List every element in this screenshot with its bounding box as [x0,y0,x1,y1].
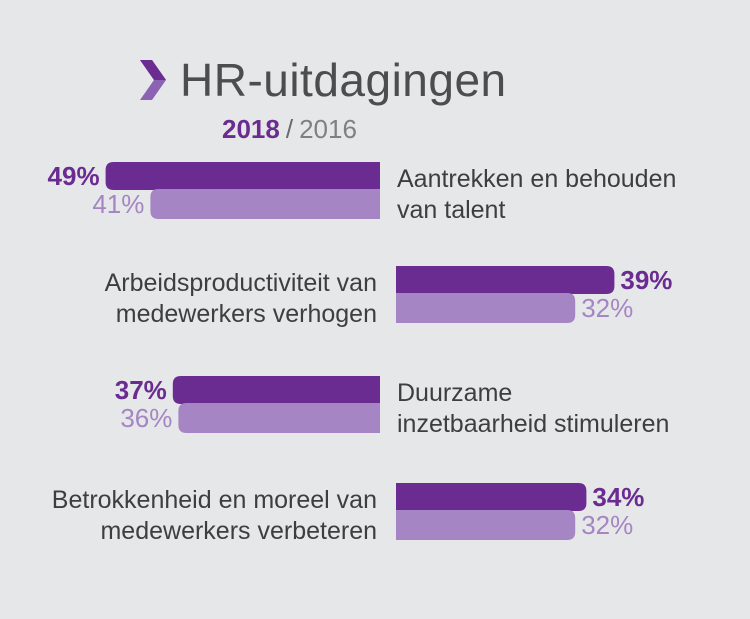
category-label-line: medewerkers verhogen [115,300,377,328]
category-label: Betrokkenheid en moreel van medewerkers v… [52,485,377,547]
category-label: Arbeidsproductiviteit van medewerkers ver… [105,268,377,330]
legend-year-2016: 2016 [299,114,357,144]
category-label-line: van talent [397,196,506,224]
category-label-line: Duurzame [397,379,513,407]
bar-2016 [178,403,380,433]
bar-2016 [396,293,576,323]
bar-2016 [396,510,576,540]
category-label-line: Betrokkenheid en moreel van [51,486,377,514]
bar-2018 [172,376,380,404]
data-label-2018: 49% [48,161,100,191]
legend-year-2018: 2018 [222,114,280,144]
chevron-icon [140,59,166,100]
data-label-2016: 32% [581,510,633,540]
bar-2018 [396,266,615,294]
chart-title: HR-uitdagingen [180,53,507,106]
legend-separator: / [285,114,294,144]
data-label-2018: 37% [115,375,167,405]
chart-header: HR-uitdagingen [140,26,507,134]
data-label-2018: 39% [620,265,672,295]
data-label-2016: 36% [120,403,172,433]
category-label-line: Aantrekken en behouden [397,165,677,193]
category-label: Aantrekken en behouden van talent [397,164,676,226]
bar-2018 [396,483,587,511]
data-label-2018: 34% [592,482,644,512]
bar-2018 [105,162,380,190]
bar-group: 39%32% [396,265,672,323]
bar-group: 49%41% [48,161,380,219]
bar-2016 [150,189,380,219]
bar-group: 34%32% [396,482,644,540]
category-label-line: inzetbaarheid stimuleren [397,410,670,438]
data-label-2016: 32% [581,293,633,323]
category-label-line: medewerkers verbeteren [100,517,377,545]
chart-legend: 2018/2016 [222,116,357,142]
category-label: Duurzame inzetbaarheid stimuleren [397,378,669,440]
bar-group: 37%36% [115,375,380,433]
data-label-2016: 41% [92,189,144,219]
category-label-line: Arbeidsproductiviteit van [104,269,377,297]
